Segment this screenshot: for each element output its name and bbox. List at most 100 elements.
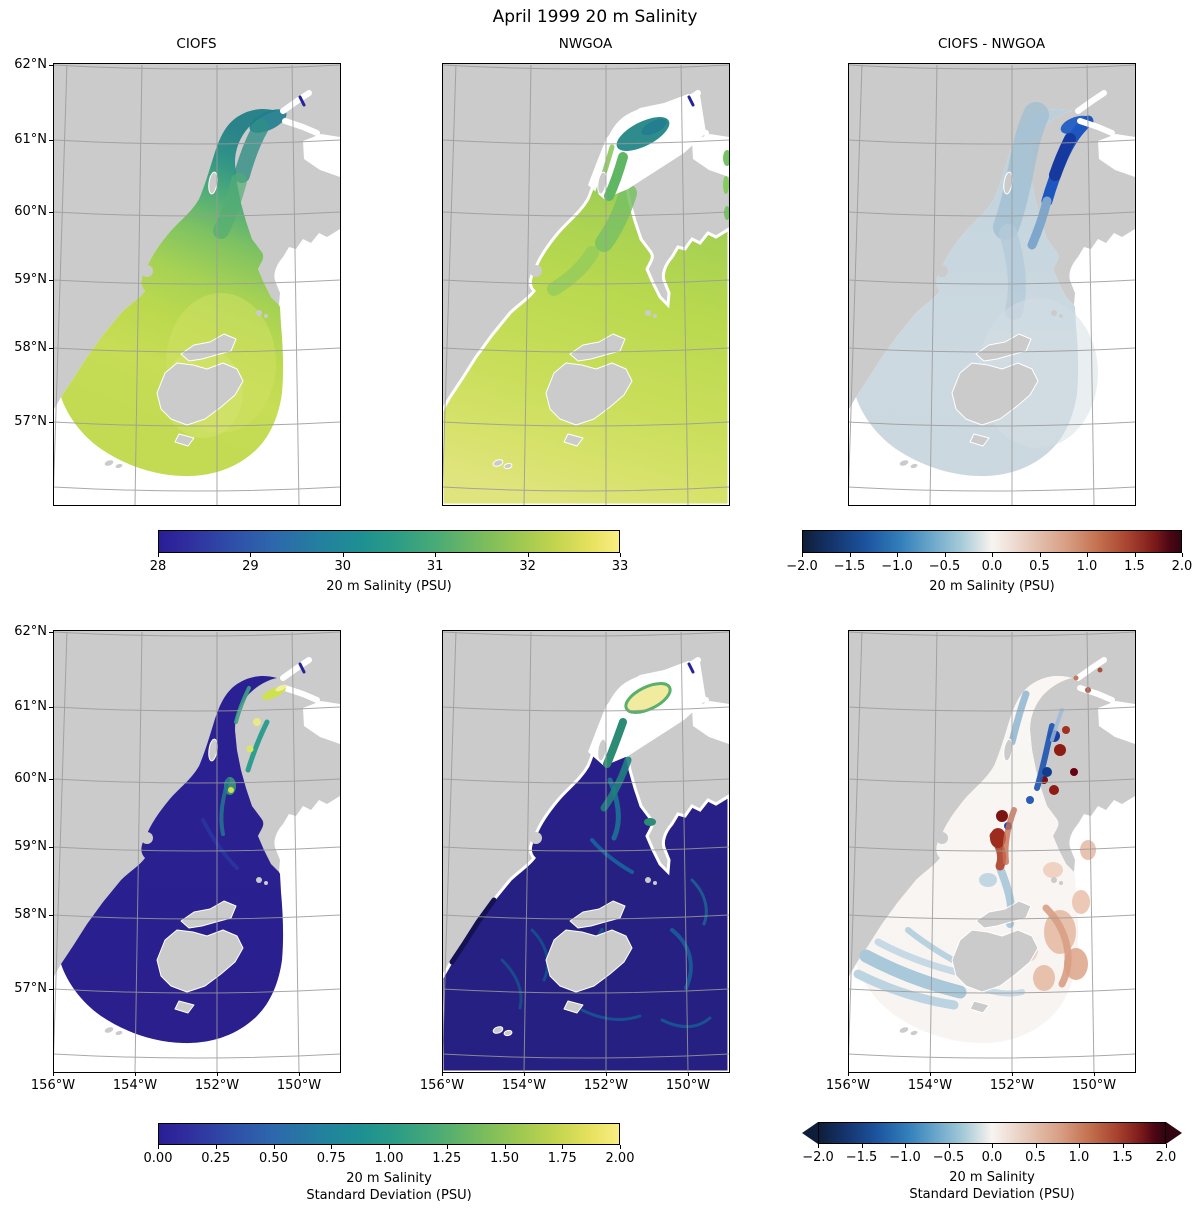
lat-tick-label: 61°N <box>14 132 47 147</box>
lat-tick-mark <box>49 989 53 990</box>
colorbar-tick-mark <box>620 1145 621 1149</box>
colorbar-axis-label: 20 m Salinity <box>949 1170 1035 1185</box>
lat-tick-label: 59°N <box>14 272 47 287</box>
lat-tick-label: 62°N <box>14 624 47 639</box>
colorbar-tick-label: 1.0 <box>1068 1150 1090 1165</box>
lon-tick-label: 150°W <box>1071 1078 1117 1093</box>
lon-tick-label: 154°W <box>112 1078 158 1093</box>
map-panel-ciofs-std <box>53 630 341 1073</box>
colorbar-tick-mark <box>897 553 898 557</box>
lat-tick-label: 62°N <box>14 57 47 72</box>
colorbar-tick-label: 2.0 <box>1155 1150 1177 1165</box>
colorbar-tick-label: 1.50 <box>490 1151 519 1166</box>
colorbar-tick-label: −2.0 <box>802 1150 834 1165</box>
map-panel-nwgoa-mean <box>442 63 730 506</box>
lon-tick-mark <box>930 1072 931 1076</box>
lat-tick-label: 60°N <box>14 204 47 219</box>
map-panel-ciofs-mean <box>53 63 341 506</box>
column-title-nwgoa: NWGOA <box>558 36 613 52</box>
colorbar-tick-mark <box>1134 553 1136 557</box>
colorbar-tick-mark <box>342 553 344 557</box>
colorbar-tick-label: −0.5 <box>932 1150 965 1165</box>
lat-tick-label: 57°N <box>14 981 47 996</box>
colorbar-tick-mark <box>948 1144 950 1148</box>
lon-tick-label: 156°W <box>419 1078 465 1093</box>
lon-tick-mark <box>848 1072 849 1076</box>
lon-tick-label: 150°W <box>665 1078 711 1093</box>
colorbar-mean-abs <box>158 530 620 553</box>
lon-tick-mark <box>524 1072 525 1076</box>
lat-tick-label: 60°N <box>14 771 47 786</box>
lat-tick-mark <box>49 422 53 423</box>
lon-tick-mark <box>1012 1072 1013 1076</box>
colorbar-axis-label: 20 m Salinity <box>346 1171 432 1186</box>
colorbar-tick-label: −0.5 <box>928 559 961 574</box>
lat-tick-mark <box>49 348 53 349</box>
colorbar-tick-label: −1.5 <box>833 559 866 574</box>
colorbar-tick-label: 33 <box>611 559 629 574</box>
colorbar-tick-mark <box>273 1145 275 1149</box>
lat-tick-mark <box>49 779 53 780</box>
lon-tick-mark <box>299 1072 300 1076</box>
colorbar-tick-label: −1.0 <box>889 1150 921 1165</box>
colorbar-tick-label: 32 <box>519 559 536 574</box>
colorbar-tick-mark <box>905 1144 906 1148</box>
lat-tick-label: 57°N <box>14 414 47 429</box>
colorbar-tick-label: 0.75 <box>316 1151 346 1166</box>
colorbar-tick-mark <box>1166 1144 1167 1148</box>
lon-tick-label: 156°W <box>825 1078 871 1093</box>
colorbar-std-diff <box>818 1122 1166 1144</box>
colorbar-tick-label: 1.0 <box>1076 559 1098 574</box>
colorbar-tick-mark <box>562 1145 564 1149</box>
figure-title: April 1999 20 m Salinity <box>492 7 698 27</box>
colorbar-tick-label: 0.00 <box>143 1151 173 1166</box>
colorbar-tick-label: −2.0 <box>786 559 818 574</box>
colorbar-tick-mark <box>250 553 252 557</box>
colorbar-tick-mark <box>215 1145 217 1149</box>
colorbar-tick-mark <box>944 553 946 557</box>
lon-tick-label: 152°W <box>583 1078 629 1093</box>
colorbar-tick-mark <box>1087 553 1088 557</box>
colorbar-mean-diff <box>802 530 1182 553</box>
colorbar-tick-label: 0.0 <box>981 1150 1003 1165</box>
lat-tick-mark <box>49 632 53 633</box>
lat-tick-label: 58°N <box>14 907 47 922</box>
colorbar-axis-label: Standard Deviation (PSU) <box>306 1188 472 1203</box>
colorbar-tick-mark <box>504 1145 506 1149</box>
lon-tick-label: 152°W <box>989 1078 1035 1093</box>
colorbar-tick-mark <box>849 553 851 557</box>
colorbar-tick-mark <box>818 1144 819 1148</box>
colorbar-tick-mark <box>620 553 621 557</box>
lon-tick-mark <box>53 1072 54 1076</box>
colorbar-tick-mark <box>992 553 993 557</box>
colorbar-tick-label: 1.00 <box>374 1151 404 1166</box>
colorbar-tick-label: 1.25 <box>432 1151 462 1166</box>
lon-tick-mark <box>135 1072 136 1076</box>
colorbar-tick-mark <box>861 1144 863 1148</box>
colorbar-extend-left-arrow <box>802 1122 818 1144</box>
colorbar-tick-mark <box>1182 553 1183 557</box>
colorbar-tick-mark <box>331 1145 333 1149</box>
lat-tick-label: 59°N <box>14 839 47 854</box>
colorbar-tick-label: 1.5 <box>1124 559 1145 574</box>
map-panel-nwgoa-std <box>442 630 730 1073</box>
colorbar-tick-label: 0.5 <box>1029 559 1050 574</box>
lat-tick-label: 58°N <box>14 340 47 355</box>
colorbar-tick-label: 31 <box>426 559 444 574</box>
map-panel-diff-std <box>848 630 1136 1073</box>
colorbar-tick-label: 28 <box>149 559 167 574</box>
lon-tick-mark <box>442 1072 443 1076</box>
lon-tick-label: 150°W <box>276 1078 322 1093</box>
lat-tick-mark <box>49 212 53 213</box>
colorbar-axis-label: Standard Deviation (PSU) <box>909 1187 1075 1202</box>
column-title-ciofs-nwgoa: CIOFS - NWGOA <box>937 36 1046 52</box>
lat-tick-mark <box>49 707 53 708</box>
lon-tick-mark <box>1094 1072 1095 1076</box>
colorbar-tick-label: −1.0 <box>881 559 913 574</box>
colorbar-tick-mark <box>158 553 159 557</box>
lat-tick-mark <box>49 140 53 141</box>
map-panel-diff-mean <box>848 63 1136 506</box>
lon-tick-mark <box>606 1072 607 1076</box>
colorbar-tick-mark <box>1035 1144 1037 1148</box>
column-title-ciofs: CIOFS <box>176 36 217 52</box>
